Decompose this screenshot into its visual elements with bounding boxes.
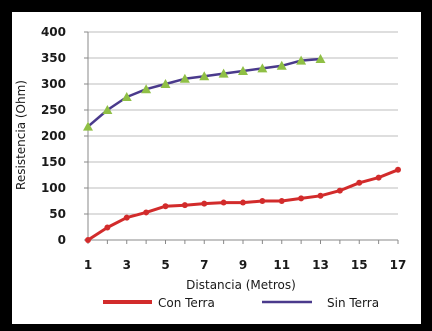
data-point (238, 66, 248, 75)
x-tick-label: 7 (200, 258, 208, 272)
y-tick-label: 50 (49, 207, 66, 221)
data-point (240, 199, 246, 206)
y-tick-label: 100 (41, 181, 66, 195)
y-tick-label: 0 (58, 233, 66, 247)
data-point (315, 54, 326, 64)
data-point (143, 209, 150, 216)
x-tick-label: 9 (239, 258, 247, 272)
data-point (356, 179, 363, 186)
data-point (278, 198, 285, 204)
y-axis-label: Resistencia (Ohm) (14, 80, 28, 190)
data-point (336, 187, 343, 194)
axes (84, 31, 399, 244)
x-tick-label: 13 (312, 258, 329, 272)
x-tick-label: 15 (351, 258, 368, 272)
data-point (220, 199, 227, 206)
data-point (201, 200, 208, 207)
data-point (257, 63, 268, 73)
x-tick-label: 1 (84, 258, 92, 272)
data-point (85, 237, 91, 243)
legend: Con Terra Sin Terra (103, 296, 379, 310)
y-tick-label: 300 (41, 77, 66, 91)
data-point (395, 166, 401, 173)
data-point (375, 174, 382, 181)
x-tick-label: 11 (273, 258, 290, 272)
x-tick-label: 17 (390, 258, 407, 272)
data-point (102, 105, 113, 114)
y-tick-label: 350 (41, 51, 66, 65)
data-point (162, 203, 169, 210)
series-markers (83, 54, 401, 243)
data-point (317, 192, 324, 199)
data-point (298, 195, 305, 202)
data-point (83, 121, 93, 131)
x-tick-label: 3 (123, 258, 131, 272)
chart-frame (12, 12, 421, 324)
data-point (123, 214, 130, 221)
data-point (296, 55, 307, 65)
y-tick-label: 200 (41, 129, 66, 143)
y-tick-label: 400 (41, 25, 66, 39)
series-lines (87, 57, 399, 242)
data-point (276, 60, 287, 70)
data-point (179, 73, 190, 83)
data-point (259, 198, 266, 204)
y-tick-label: 150 (41, 155, 66, 169)
x-tick-label: 5 (161, 258, 169, 272)
y-tick-label: 250 (41, 103, 66, 117)
data-point (121, 92, 132, 101)
x-axis-label: Distancia (Metros) (186, 278, 296, 292)
legend-label: Sin Terra (327, 296, 379, 310)
data-point (160, 79, 171, 88)
data-point (181, 202, 188, 209)
x-tick-labels: 1 3 5 7 9 11 13 15 17 (84, 258, 407, 272)
data-point (141, 84, 152, 94)
data-point (199, 71, 210, 81)
data-point (218, 68, 229, 78)
data-point (104, 224, 111, 231)
legend-label: Con Terra (158, 296, 215, 310)
y-tick-labels: 0 50 100 150 200 250 300 350 400 (41, 25, 66, 247)
